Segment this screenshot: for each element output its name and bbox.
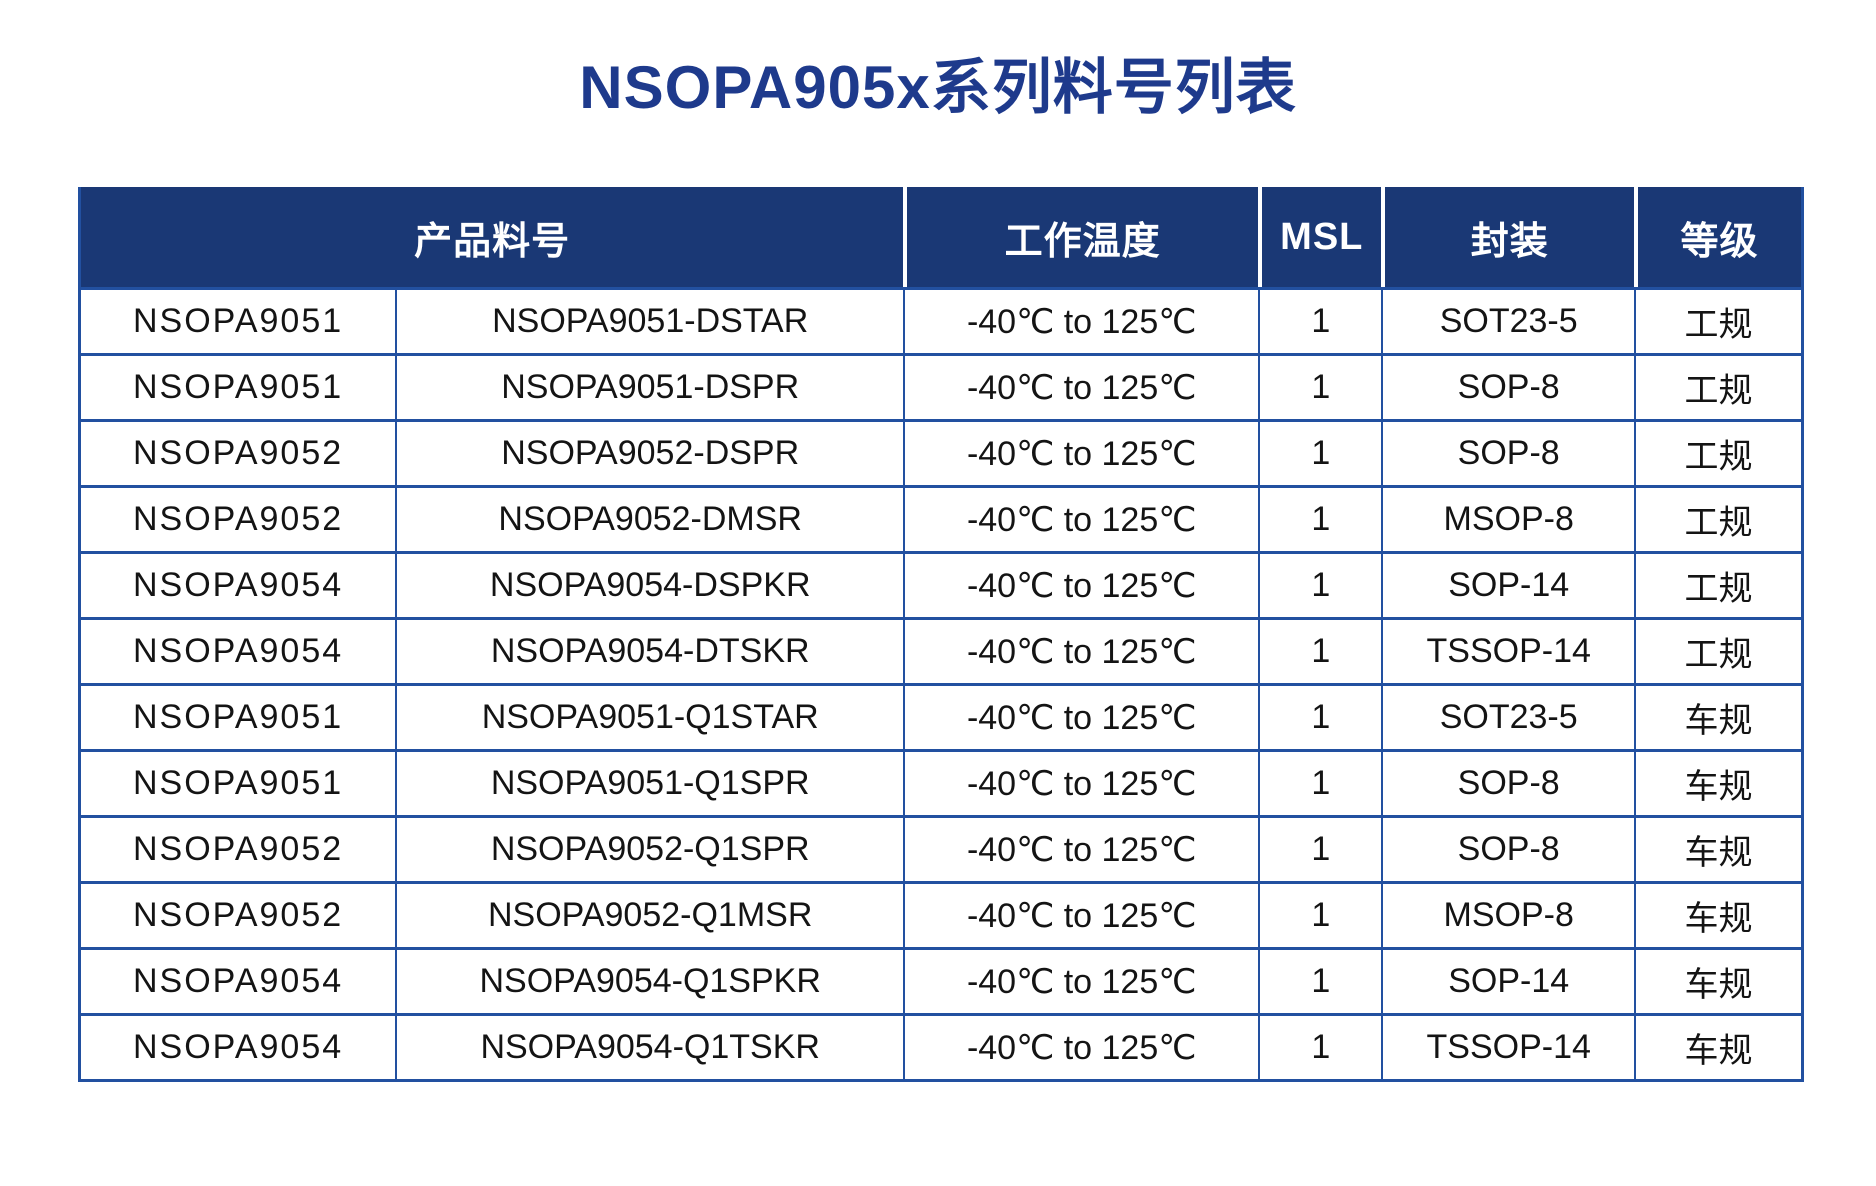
cell-series: NSOPA9054 xyxy=(81,1013,396,1079)
cell-msl: 1 xyxy=(1258,551,1382,617)
cell-msl: 1 xyxy=(1258,485,1382,551)
cell-msl: 1 xyxy=(1258,683,1382,749)
cell-msl: 1 xyxy=(1258,353,1382,419)
cell-series: NSOPA9051 xyxy=(81,353,396,419)
header-operating-temperature: 工作温度 xyxy=(903,187,1259,287)
header-product-part-number: 产品料号 xyxy=(81,187,904,287)
cell-msl: 1 xyxy=(1258,287,1382,353)
cell-part-number: NSOPA9052-DMSR xyxy=(395,485,904,551)
cell-operating-temp: -40℃ to 125℃ xyxy=(903,683,1259,749)
cell-grade: 工规 xyxy=(1633,287,1801,353)
cell-operating-temp: -40℃ to 125℃ xyxy=(903,419,1259,485)
cell-package: SOP-8 xyxy=(1381,353,1634,419)
cell-grade: 工规 xyxy=(1633,353,1801,419)
part-table: 产品料号 工作温度 MSL 封装 等级 NSOPA9051 NSOPA9051-D… xyxy=(78,187,1804,1082)
cell-msl: 1 xyxy=(1258,617,1382,683)
cell-operating-temp: -40℃ to 125℃ xyxy=(903,485,1259,551)
cell-series: NSOPA9051 xyxy=(81,683,396,749)
cell-package: TSSOP-14 xyxy=(1381,617,1634,683)
cell-part-number: NSOPA9051-DSTAR xyxy=(395,287,904,353)
cell-grade: 车规 xyxy=(1633,749,1801,815)
cell-operating-temp: -40℃ to 125℃ xyxy=(903,815,1259,881)
cell-package: SOP-8 xyxy=(1381,815,1634,881)
cell-operating-temp: -40℃ to 125℃ xyxy=(903,551,1259,617)
cell-package: MSOP-8 xyxy=(1381,881,1634,947)
cell-operating-temp: -40℃ to 125℃ xyxy=(903,617,1259,683)
cell-msl: 1 xyxy=(1258,815,1382,881)
cell-series: NSOPA9052 xyxy=(81,485,396,551)
header-package: 封装 xyxy=(1381,187,1634,287)
cell-operating-temp: -40℃ to 125℃ xyxy=(903,353,1259,419)
cell-part-number: NSOPA9054-DSPKR xyxy=(395,551,904,617)
cell-grade: 车规 xyxy=(1633,683,1801,749)
cell-series: NSOPA9052 xyxy=(81,815,396,881)
cell-part-number: NSOPA9051-DSPR xyxy=(395,353,904,419)
cell-package: MSOP-8 xyxy=(1381,485,1634,551)
cell-series: NSOPA9054 xyxy=(81,617,396,683)
cell-operating-temp: -40℃ to 125℃ xyxy=(903,1013,1259,1079)
cell-package: SOT23-5 xyxy=(1381,287,1634,353)
header-msl: MSL xyxy=(1258,187,1382,287)
cell-package: SOP-8 xyxy=(1381,419,1634,485)
cell-operating-temp: -40℃ to 125℃ xyxy=(903,749,1259,815)
cell-series: NSOPA9052 xyxy=(81,881,396,947)
cell-package: SOP-14 xyxy=(1381,947,1634,1013)
cell-package: SOP-8 xyxy=(1381,749,1634,815)
header-grade: 等级 xyxy=(1633,187,1801,287)
cell-msl: 1 xyxy=(1258,947,1382,1013)
cell-series: NSOPA9054 xyxy=(81,947,396,1013)
cell-grade: 工规 xyxy=(1633,419,1801,485)
cell-series: NSOPA9051 xyxy=(81,749,396,815)
cell-msl: 1 xyxy=(1258,881,1382,947)
cell-part-number: NSOPA9054-Q1SPKR xyxy=(395,947,904,1013)
cell-part-number: NSOPA9051-Q1SPR xyxy=(395,749,904,815)
cell-series: NSOPA9051 xyxy=(81,287,396,353)
cell-operating-temp: -40℃ to 125℃ xyxy=(903,947,1259,1013)
cell-grade: 工规 xyxy=(1633,617,1801,683)
cell-operating-temp: -40℃ to 125℃ xyxy=(903,881,1259,947)
cell-operating-temp: -40℃ to 125℃ xyxy=(903,287,1259,353)
cell-part-number: NSOPA9054-DTSKR xyxy=(395,617,904,683)
cell-part-number: NSOPA9054-Q1TSKR xyxy=(395,1013,904,1079)
cell-package: TSSOP-14 xyxy=(1381,1013,1634,1079)
cell-grade: 车规 xyxy=(1633,881,1801,947)
cell-msl: 1 xyxy=(1258,419,1382,485)
cell-part-number: NSOPA9052-DSPR xyxy=(395,419,904,485)
cell-series: NSOPA9054 xyxy=(81,551,396,617)
cell-series: NSOPA9052 xyxy=(81,419,396,485)
cell-part-number: NSOPA9051-Q1STAR xyxy=(395,683,904,749)
cell-grade: 车规 xyxy=(1633,1013,1801,1079)
cell-grade: 车规 xyxy=(1633,815,1801,881)
cell-msl: 1 xyxy=(1258,749,1382,815)
cell-msl: 1 xyxy=(1258,1013,1382,1079)
cell-grade: 工规 xyxy=(1633,485,1801,551)
cell-grade: 车规 xyxy=(1633,947,1801,1013)
cell-grade: 工规 xyxy=(1633,551,1801,617)
cell-part-number: NSOPA9052-Q1SPR xyxy=(395,815,904,881)
page-title: NSOPA905x系列料号列表 xyxy=(579,54,1297,121)
cell-package: SOP-14 xyxy=(1381,551,1634,617)
cell-package: SOT23-5 xyxy=(1381,683,1634,749)
cell-part-number: NSOPA9052-Q1MSR xyxy=(395,881,904,947)
